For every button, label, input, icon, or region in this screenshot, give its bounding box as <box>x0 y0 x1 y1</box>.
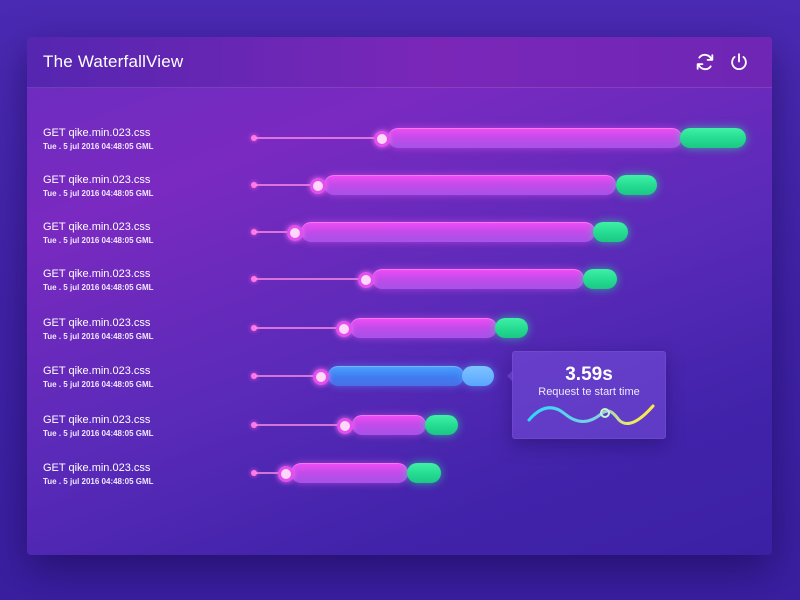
request-name: GET qike.min.023.css <box>43 317 151 329</box>
request-date: Tue . 5 jul 2016 04:48:05 GML <box>43 332 154 341</box>
request-row[interactable]: GET qike.min.023.css Tue . 5 jul 2016 04… <box>27 317 772 347</box>
timing-wave-graph <box>527 404 655 425</box>
download-bar[interactable] <box>301 222 595 242</box>
download-bar[interactable] <box>324 175 616 195</box>
finish-bar[interactable] <box>616 175 657 195</box>
timing-wave-marker <box>600 408 610 418</box>
request-name: GET qike.min.023.css <box>43 365 151 377</box>
request-date: Tue . 5 jul 2016 04:48:05 GML <box>43 189 154 198</box>
request-list: GET qike.min.023.css Tue . 5 jul 2016 04… <box>27 37 772 555</box>
timing-node[interactable] <box>313 369 329 385</box>
request-timeline <box>27 221 772 251</box>
request-timeline <box>27 127 772 157</box>
finish-bar[interactable] <box>583 269 617 289</box>
request-row[interactable]: GET qike.min.023.css Tue . 5 jul 2016 04… <box>27 174 772 204</box>
request-timeline <box>27 462 772 492</box>
request-name: GET qike.min.023.css <box>43 268 151 280</box>
request-row-selected[interactable]: GET qike.min.023.css Tue . 5 jul 2016 04… <box>27 365 772 395</box>
waterfall-panel: The WaterfallView GET qike.min.023.css T… <box>27 37 772 555</box>
finish-bar[interactable] <box>407 463 441 483</box>
request-timeline <box>27 365 772 395</box>
timing-node[interactable] <box>358 272 374 288</box>
timing-node[interactable] <box>336 321 352 337</box>
power-icon <box>731 53 747 71</box>
start-marker <box>251 373 257 379</box>
request-row[interactable]: GET qike.min.023.css Tue . 5 jul 2016 04… <box>27 462 772 492</box>
start-marker <box>251 229 257 235</box>
finish-bar[interactable] <box>425 415 458 435</box>
wait-line <box>255 184 315 186</box>
start-marker <box>251 422 257 428</box>
start-marker <box>251 135 257 141</box>
request-date: Tue . 5 jul 2016 04:48:05 GML <box>43 142 154 151</box>
start-marker <box>251 470 257 476</box>
refresh-button[interactable] <box>694 51 716 73</box>
request-date: Tue . 5 jul 2016 04:48:05 GML <box>43 236 154 245</box>
wait-line <box>255 472 283 474</box>
wait-line <box>255 231 291 233</box>
request-row[interactable]: GET qike.min.023.css Tue . 5 jul 2016 04… <box>27 414 772 444</box>
finish-bar-selected[interactable] <box>462 366 494 386</box>
start-marker <box>251 182 257 188</box>
timing-node[interactable] <box>310 178 326 194</box>
request-date: Tue . 5 jul 2016 04:48:05 GML <box>43 380 154 389</box>
download-bar[interactable] <box>291 463 408 483</box>
request-name: GET qike.min.023.css <box>43 174 151 186</box>
request-timeline <box>27 268 772 298</box>
timing-node[interactable] <box>278 466 294 482</box>
finish-bar[interactable] <box>495 318 528 338</box>
timing-node[interactable] <box>287 225 303 241</box>
request-timeline <box>27 414 772 444</box>
request-timeline <box>27 317 772 347</box>
panel-header: The WaterfallView <box>27 37 772 88</box>
request-date: Tue . 5 jul 2016 04:48:05 GML <box>43 429 154 438</box>
request-date: Tue . 5 jul 2016 04:48:05 GML <box>43 477 154 486</box>
download-bar[interactable] <box>352 415 426 435</box>
timing-node[interactable] <box>337 418 353 434</box>
download-bar[interactable] <box>388 128 682 148</box>
finish-bar[interactable] <box>680 128 746 148</box>
request-row[interactable]: GET qike.min.023.css Tue . 5 jul 2016 04… <box>27 268 772 298</box>
wait-line <box>255 424 341 426</box>
download-bar[interactable] <box>372 269 584 289</box>
wait-line <box>255 278 363 280</box>
request-name: GET qike.min.023.css <box>43 221 151 233</box>
timing-wave-line <box>527 404 655 425</box>
timing-node[interactable] <box>374 131 390 147</box>
request-row[interactable]: GET qike.min.023.css Tue . 5 jul 2016 04… <box>27 127 772 157</box>
request-name: GET qike.min.023.css <box>43 127 151 139</box>
request-timeline <box>27 174 772 204</box>
page-title: The WaterfallView <box>43 52 184 71</box>
wait-line <box>255 327 341 329</box>
wait-line <box>255 137 379 139</box>
download-bar[interactable] <box>350 318 497 338</box>
tooltip-value: 3.59s <box>565 364 613 385</box>
finish-bar[interactable] <box>593 222 628 242</box>
request-name: GET qike.min.023.css <box>43 414 151 426</box>
download-bar-selected[interactable] <box>328 366 464 386</box>
wait-line <box>255 375 317 377</box>
request-name: GET qike.min.023.css <box>43 462 151 474</box>
power-button[interactable] <box>728 51 750 73</box>
tooltip-label: Request te start time <box>538 386 640 398</box>
request-date: Tue . 5 jul 2016 04:48:05 GML <box>43 283 154 292</box>
request-row[interactable]: GET qike.min.023.css Tue . 5 jul 2016 04… <box>27 221 772 251</box>
refresh-icon <box>696 53 714 71</box>
start-marker <box>251 325 257 331</box>
timing-tooltip: 3.59s Request te start time <box>507 351 666 439</box>
start-marker <box>251 276 257 282</box>
